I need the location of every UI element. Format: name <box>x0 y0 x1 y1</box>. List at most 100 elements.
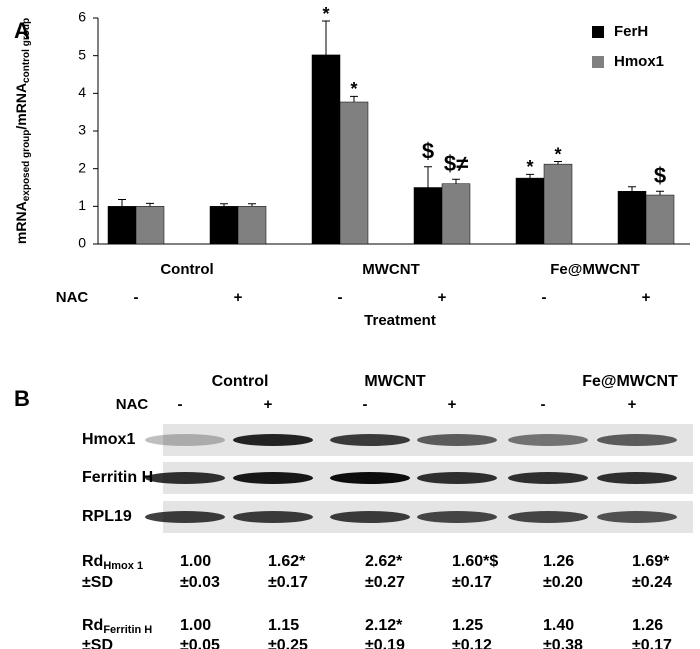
error-bar <box>452 178 460 184</box>
significance-label: $≠ <box>444 151 468 176</box>
nac-sign: - <box>541 396 546 413</box>
sd-value: ±0.19 <box>365 637 405 649</box>
error-bar <box>656 190 664 196</box>
panel-label: A <box>14 18 30 43</box>
ratio-value: 1.26 <box>632 617 663 634</box>
blot-band <box>233 472 313 484</box>
bar <box>339 101 369 245</box>
x-tick-label: + <box>642 289 651 306</box>
x-tick-label: + <box>438 289 447 306</box>
sd-label: ±SD <box>82 637 113 649</box>
error-bar <box>526 173 534 179</box>
ratio-value: 1.15 <box>268 617 299 634</box>
y-label-sub: control group <box>21 18 32 83</box>
sd-value: ±0.17 <box>632 637 672 649</box>
error-bar <box>350 95 358 102</box>
sd-value: ±0.05 <box>180 637 220 649</box>
bar <box>209 206 239 245</box>
y-tick-label: 2 <box>78 159 86 175</box>
x-axis-label: Treatment <box>364 312 436 329</box>
legend-swatch <box>592 26 604 38</box>
group-label: Fe@MWCNT <box>550 261 640 278</box>
nac-label: NAC <box>116 396 149 413</box>
bar <box>645 194 675 245</box>
ratio-label: RdHmox 1 <box>82 553 143 572</box>
bar <box>441 183 471 245</box>
blot-band <box>145 511 225 523</box>
bar <box>311 54 341 245</box>
blot-label: Ferritin H <box>82 469 153 486</box>
ratio-label-main: Rd <box>82 553 103 570</box>
y-label-part: /mRNA <box>13 83 29 130</box>
y-tick-label: 0 <box>78 235 86 251</box>
sd-value: ±0.24 <box>632 574 672 591</box>
blot-group-label: Control <box>212 373 269 390</box>
sd-value: ±0.17 <box>452 574 492 591</box>
ratio-value: 1.62* <box>268 553 306 570</box>
x-tick-label: - <box>542 289 547 306</box>
significance-label: * <box>554 144 561 164</box>
blot-band <box>330 434 410 446</box>
significance-label: * <box>322 4 329 24</box>
x-tick-label: + <box>234 289 243 306</box>
ratio-value: 1.00 <box>180 617 211 634</box>
group-label: MWCNT <box>362 261 419 278</box>
sd-value: ±0.12 <box>452 637 492 649</box>
nac-sign: - <box>363 396 368 413</box>
ratio-label-main: Rd <box>82 617 103 634</box>
error-bar <box>322 20 330 55</box>
y-axis-label: mRNAexposed group/mRNAcontrol group <box>13 18 32 244</box>
blot-label: Hmox1 <box>82 431 135 448</box>
ratio-value: 1.40 <box>543 617 574 634</box>
blot-band <box>233 434 313 446</box>
y-tick-label: 4 <box>78 84 86 100</box>
bar <box>617 191 647 245</box>
legend-label: FerH <box>614 23 648 40</box>
error-bar <box>118 199 126 207</box>
sd-value: ±0.03 <box>180 574 220 591</box>
nac-sign: + <box>448 396 457 413</box>
sd-value: ±0.27 <box>365 574 405 591</box>
bar <box>515 177 545 245</box>
blot-band <box>145 472 225 484</box>
nac-sign: + <box>264 396 273 413</box>
y-tick-label: 3 <box>78 122 86 138</box>
blot-band <box>597 511 677 523</box>
sd-value: ±0.17 <box>268 574 308 591</box>
panel-label: B <box>14 386 30 411</box>
y-label-sub: exposed group <box>21 130 32 202</box>
ratio-value: 2.62* <box>365 553 403 570</box>
blot-label: RPL19 <box>82 508 132 525</box>
error-bar <box>554 161 562 165</box>
blot-band <box>233 511 313 523</box>
blot-group-label: MWCNT <box>364 373 426 390</box>
y-tick-label: 5 <box>78 46 86 62</box>
blot-group-label: Fe@MWCNT <box>582 373 678 390</box>
sd-label: ±SD <box>82 574 113 591</box>
ratio-value: 1.60*$ <box>452 553 498 570</box>
bar <box>135 206 165 245</box>
blot-band <box>508 434 588 446</box>
error-bar <box>248 203 256 207</box>
blot-band <box>508 511 588 523</box>
significance-label: * <box>350 79 357 99</box>
sd-value: ±0.38 <box>543 637 583 649</box>
y-tick-label: 6 <box>78 9 86 25</box>
blot-band <box>417 511 497 523</box>
ratio-value: 1.26 <box>543 553 574 570</box>
error-bar <box>220 203 228 207</box>
blot-band <box>417 434 497 446</box>
blot-band <box>597 434 677 446</box>
nac-sign: + <box>628 396 637 413</box>
blot-band <box>508 472 588 484</box>
bar <box>413 187 443 245</box>
group-label: Control <box>160 261 213 278</box>
ratio-label-sub: Ferritin H <box>103 624 152 636</box>
sd-value: ±0.25 <box>268 637 308 649</box>
bar <box>543 163 573 245</box>
blot-band <box>145 434 225 446</box>
sub-axis-label: NAC <box>56 289 89 306</box>
blot-band <box>330 472 410 484</box>
significance-label: $ <box>654 163 666 188</box>
